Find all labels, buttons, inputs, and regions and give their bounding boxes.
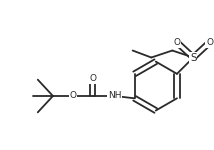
Text: NH: NH	[108, 92, 122, 100]
Text: O: O	[69, 92, 76, 100]
Text: O: O	[89, 74, 96, 83]
Text: O: O	[174, 38, 180, 47]
Text: O: O	[206, 38, 213, 47]
Text: S: S	[190, 52, 197, 63]
